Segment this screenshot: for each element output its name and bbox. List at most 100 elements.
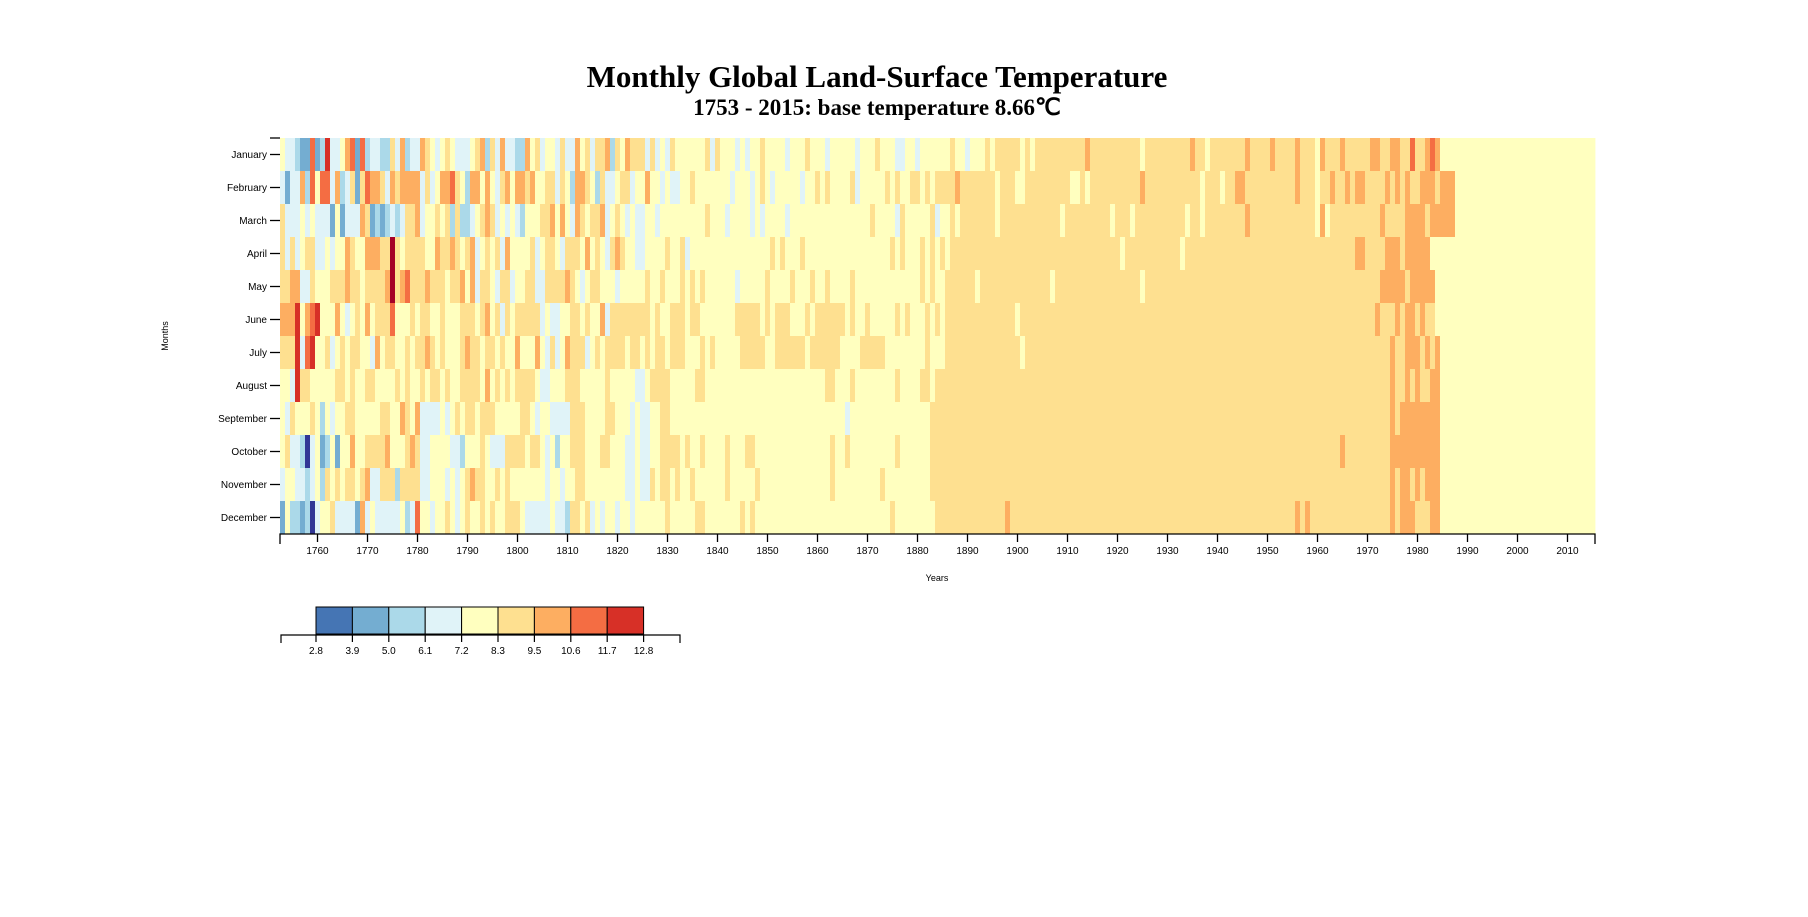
heatmap-cell xyxy=(1240,369,1246,403)
heatmap-cell xyxy=(1000,501,1006,535)
heatmap-cell xyxy=(1500,468,1506,502)
heatmap-cell xyxy=(585,501,591,535)
heatmap-cell xyxy=(665,204,671,238)
heatmap-cell xyxy=(375,270,381,304)
heatmap-cell xyxy=(715,204,721,238)
heatmap-cell xyxy=(1040,369,1046,403)
heatmap-cell xyxy=(590,237,596,271)
heatmap-cell xyxy=(860,303,866,337)
heatmap-cell xyxy=(1190,171,1196,205)
heatmap-cell xyxy=(885,336,891,370)
heatmap-cell xyxy=(1350,303,1356,337)
heatmap-cell xyxy=(600,204,606,238)
heatmap-cell xyxy=(495,237,501,271)
heatmap-cell xyxy=(485,171,491,205)
heatmap-cell xyxy=(1470,204,1476,238)
heatmap-cell xyxy=(805,501,811,535)
heatmap-cell xyxy=(1295,369,1301,403)
heatmap-cell xyxy=(350,270,356,304)
heatmap-cell xyxy=(655,303,661,337)
heatmap-cell xyxy=(340,303,346,337)
heatmap-cell xyxy=(870,237,876,271)
heatmap-cell xyxy=(860,402,866,436)
heatmap-cell xyxy=(1450,270,1456,304)
heatmap-cell xyxy=(1530,402,1536,436)
heatmap-cell xyxy=(1520,501,1526,535)
heatmap-cell xyxy=(1205,138,1211,172)
heatmap-cell xyxy=(805,204,811,238)
heatmap-cell xyxy=(375,303,381,337)
heatmap-cell xyxy=(330,237,336,271)
x-axis-line xyxy=(279,533,1596,544)
heatmap-cell xyxy=(600,468,606,502)
heatmap-cell xyxy=(1070,204,1076,238)
heatmap-cell xyxy=(1550,138,1556,172)
heatmap-cell xyxy=(655,468,661,502)
heatmap-cell xyxy=(1230,369,1236,403)
heatmap-cell xyxy=(1475,237,1481,271)
heatmap-cell xyxy=(940,303,946,337)
heatmap-cell xyxy=(960,336,966,370)
heatmap-cell xyxy=(730,369,736,403)
heatmap-cell xyxy=(1475,138,1481,172)
heatmap-cell xyxy=(1125,237,1131,271)
heatmap-cell xyxy=(570,171,576,205)
heatmap-cell xyxy=(555,468,561,502)
heatmap-cell xyxy=(1440,501,1446,535)
heatmap-cell xyxy=(990,336,996,370)
heatmap-cell xyxy=(1470,171,1476,205)
heatmap-cell xyxy=(905,435,911,469)
heatmap-cell xyxy=(1100,171,1106,205)
heatmap-cell xyxy=(940,369,946,403)
heatmap-cell xyxy=(350,171,356,205)
heatmap-cell xyxy=(710,237,716,271)
heatmap-cell xyxy=(995,270,1001,304)
heatmap-cell xyxy=(730,303,736,337)
heatmap-cell xyxy=(1345,435,1351,469)
heatmap-cell xyxy=(745,435,751,469)
heatmap-cell xyxy=(1415,402,1421,436)
heatmap-cell xyxy=(980,270,986,304)
heatmap-cell xyxy=(565,204,571,238)
heatmap-cell xyxy=(375,204,381,238)
heatmap-cell xyxy=(600,336,606,370)
heatmap-cell xyxy=(1390,369,1396,403)
heatmap-cell xyxy=(285,402,291,436)
x-tick-label: 2010 xyxy=(1556,546,1579,557)
heatmap-cell xyxy=(395,303,401,337)
heatmap-cell xyxy=(965,204,971,238)
heatmap-cell xyxy=(850,204,856,238)
heatmap-cell xyxy=(1410,435,1416,469)
heatmap-cell xyxy=(1355,468,1361,502)
heatmap-cell xyxy=(495,336,501,370)
heatmap-cell xyxy=(1550,501,1556,535)
heatmap-cell xyxy=(1215,204,1221,238)
heatmap-cell xyxy=(1185,501,1191,535)
heatmap-cell xyxy=(445,435,451,469)
heatmap-cell xyxy=(530,270,536,304)
heatmap-cell xyxy=(1235,270,1241,304)
heatmap-cell xyxy=(1585,402,1591,436)
heatmap-cell xyxy=(830,501,836,535)
heatmap-cell xyxy=(1580,501,1586,535)
heatmap-cell xyxy=(880,402,886,436)
heatmap-cell xyxy=(1555,501,1561,535)
heatmap-cell xyxy=(550,369,556,403)
heatmap-cell xyxy=(750,468,756,502)
heatmap-cell xyxy=(1350,171,1356,205)
heatmap-cell xyxy=(750,204,756,238)
heatmap-cell xyxy=(360,171,366,205)
heatmap-cell xyxy=(970,270,976,304)
heatmap-cell xyxy=(820,402,826,436)
heatmap-cell xyxy=(645,237,651,271)
heatmap-cell xyxy=(1505,402,1511,436)
heatmap-cell xyxy=(1050,402,1056,436)
x-tick-label: 1840 xyxy=(706,546,729,557)
heatmap-cell xyxy=(1040,435,1046,469)
heatmap-cell xyxy=(695,303,701,337)
heatmap-cell xyxy=(380,138,386,172)
heatmap-cell xyxy=(525,204,531,238)
heatmap-cell xyxy=(1350,468,1356,502)
x-axis-label: Years xyxy=(926,573,949,583)
heatmap-cell xyxy=(1300,270,1306,304)
